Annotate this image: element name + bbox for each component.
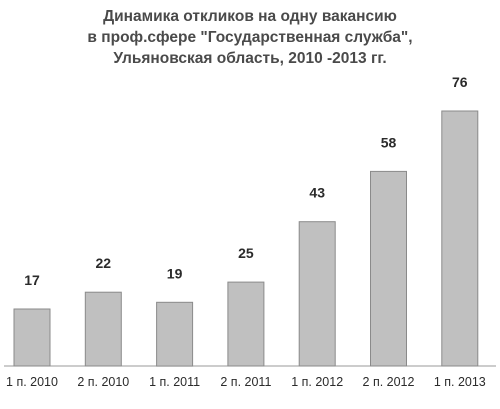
bar-1 (13, 308, 51, 367)
bar-6 (370, 170, 407, 367)
bar-3 (156, 301, 194, 367)
chart-title-line-3: Ульяновская область, 2010 -2013 гг. (113, 50, 387, 67)
bar-5 (298, 221, 336, 367)
x-tick-label-2: 2 п. 2010 (77, 375, 129, 389)
bar-4 (227, 281, 265, 367)
data-label-6: 58 (381, 134, 397, 150)
data-label-5: 43 (309, 185, 325, 201)
x-tick-label-1: 1 п. 2010 (6, 375, 58, 389)
x-tick-label-4: 2 п. 2011 (220, 375, 271, 389)
bar-2 (84, 291, 122, 367)
bar-7 (441, 110, 479, 367)
data-label-2: 22 (96, 255, 112, 271)
chart-title-line-1: Динамика откликов на одну вакансию (103, 8, 397, 25)
x-tick-label-3: 1 п. 2011 (149, 375, 200, 389)
x-tick-label-7: 1 п. 2013 (434, 375, 486, 389)
data-label-3: 19 (167, 265, 183, 281)
data-label-7: 76 (452, 74, 468, 90)
data-label-1: 17 (24, 272, 40, 288)
chart-title-line-2: в проф.сфере "Государственная служба", (87, 29, 413, 46)
x-tick-label-5: 1 п. 2012 (291, 375, 343, 389)
x-tick-label-6: 2 п. 2012 (363, 375, 415, 389)
data-label-4: 25 (238, 245, 254, 261)
